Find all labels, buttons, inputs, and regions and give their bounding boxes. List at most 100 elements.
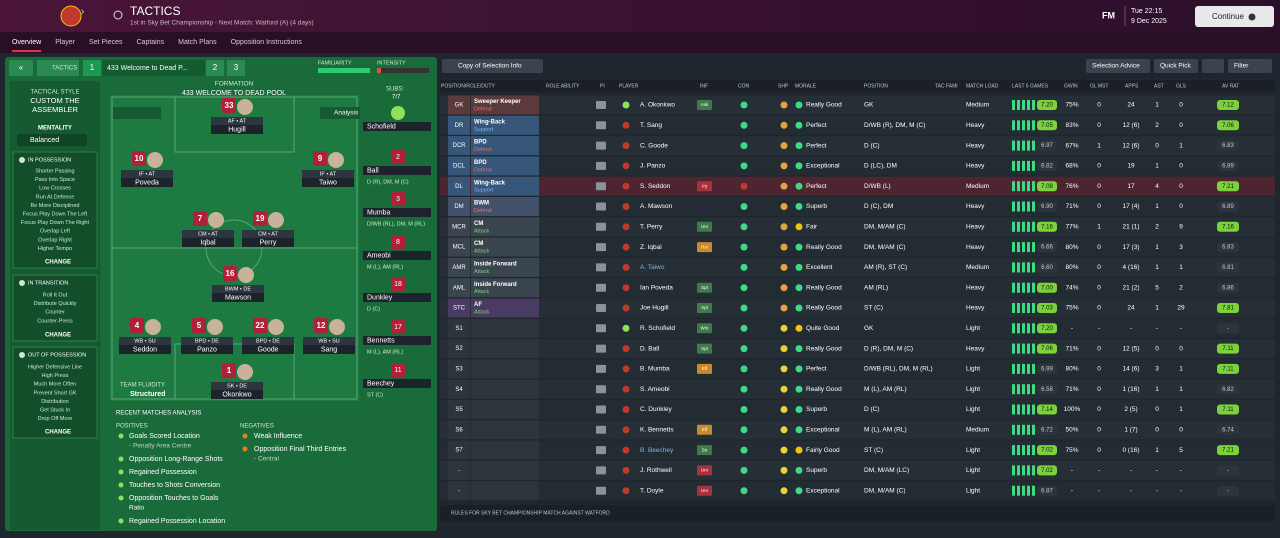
tactic-slot[interactable] — [227, 60, 245, 76]
row-role[interactable]: Wing-Back — [474, 119, 506, 125]
row-player[interactable]: A. Okonkwo — [640, 102, 675, 109]
column-header[interactable]: AST — [1154, 83, 1164, 89]
row-player[interactable]: A. Mawson — [640, 203, 673, 210]
role-pill[interactable] — [211, 117, 263, 125]
column-header[interactable]: INF — [700, 83, 708, 89]
tactic-slot[interactable] — [83, 60, 101, 76]
table-row[interactable] — [440, 176, 1275, 196]
row-player[interactable]: A. Taiwo — [640, 264, 665, 271]
role-pill[interactable] — [211, 382, 263, 390]
player-name[interactable]: Poveda — [135, 179, 159, 186]
analysis-title[interactable]: RECENT MATCHES ANALYSIS — [116, 411, 201, 417]
sub-name-pill[interactable] — [363, 336, 431, 345]
table-row[interactable] — [440, 359, 1275, 379]
column-header[interactable]: POSITION/ROLE/DUTY — [441, 83, 496, 89]
name-pill[interactable] — [242, 345, 294, 354]
tactic-name[interactable]: 433 Welcome to Dead P... — [107, 65, 188, 72]
table-row[interactable] — [440, 217, 1275, 237]
column-header[interactable]: SHP — [778, 83, 789, 89]
change-button[interactable]: CHANGE — [45, 430, 71, 436]
table-row[interactable] — [440, 136, 1275, 156]
role-pill[interactable] — [212, 285, 264, 293]
player-role[interactable]: CM • AT — [198, 231, 218, 237]
change-button[interactable]: CHANGE — [45, 260, 71, 266]
column-header[interactable]: LAST 5 GAMES — [1012, 83, 1049, 89]
sub-name[interactable]: Ball — [367, 167, 379, 174]
table-row[interactable] — [440, 115, 1275, 135]
row-player[interactable]: J. Panzo — [640, 163, 666, 170]
tab[interactable]: Overview — [12, 39, 42, 46]
sub-name[interactable]: Dunkley — [367, 294, 393, 301]
name-pill[interactable] — [212, 293, 264, 302]
toolbar-button-label[interactable]: Filter — [1234, 63, 1249, 70]
column-header[interactable]: GWIN — [1064, 83, 1078, 89]
row-role[interactable]: AF — [474, 302, 482, 308]
table-row[interactable] — [440, 95, 1275, 115]
tab[interactable]: Set Pieces — [89, 39, 123, 46]
tab[interactable]: Captains — [137, 39, 165, 46]
sub-name-pill[interactable] — [363, 251, 431, 260]
tactic-slot-label[interactable]: 1 — [90, 63, 95, 72]
row-role[interactable]: CM — [474, 241, 483, 247]
tactic-slot-label[interactable]: 3 — [234, 63, 239, 72]
name-pill[interactable] — [211, 390, 263, 399]
player-role[interactable]: BPD • DE — [195, 338, 219, 344]
collapse-button[interactable] — [9, 60, 33, 76]
column-header[interactable]: ROLE ABILITY — [546, 83, 580, 89]
view-toggle[interactable] — [113, 107, 161, 119]
role-pill[interactable] — [302, 170, 354, 178]
player-name[interactable]: Hugill — [228, 126, 246, 133]
player-role[interactable]: AF • AT — [228, 118, 247, 124]
row-player[interactable]: S. Seddon — [640, 183, 671, 190]
quick-pick-menu[interactable] — [1202, 59, 1224, 73]
column-header[interactable]: TAC FAMI — [935, 83, 958, 89]
player-name[interactable]: Taiwo — [319, 179, 337, 186]
row-player[interactable]: K. Bennetts — [640, 427, 674, 434]
player-name[interactable]: Seddon — [133, 346, 157, 353]
toolbar-button[interactable] — [1228, 59, 1272, 73]
sub-name-pill[interactable] — [363, 379, 431, 388]
row-player[interactable]: T. Sang — [640, 122, 662, 129]
role-pill[interactable] — [181, 337, 233, 345]
name-pill[interactable] — [119, 345, 171, 354]
row-player[interactable]: S. Ameobi — [640, 386, 670, 393]
table-row[interactable] — [440, 460, 1275, 480]
sub-name-pill[interactable] — [363, 122, 431, 131]
row-player[interactable]: Z. Iqbal — [640, 244, 662, 251]
column-header[interactable]: GLS — [1176, 83, 1187, 89]
toolbar-button-label[interactable]: Copy of Selection Info — [458, 63, 522, 70]
table-row[interactable] — [440, 197, 1275, 216]
row-player[interactable]: Ian Poveda — [640, 284, 673, 291]
name-pill[interactable] — [211, 125, 263, 134]
continue-button[interactable] — [1195, 6, 1274, 27]
table-row[interactable] — [440, 318, 1275, 338]
role-pill[interactable] — [182, 230, 234, 238]
row-player[interactable]: Joe Hugill — [640, 305, 669, 312]
column-header[interactable]: GL MST — [1090, 83, 1108, 89]
tactic-slot[interactable] — [206, 60, 224, 76]
change-button[interactable]: CHANGE — [45, 333, 71, 339]
sub-name-pill[interactable] — [363, 208, 431, 217]
column-header[interactable]: AV RAT — [1222, 83, 1239, 89]
sub-name[interactable]: Bennetts — [367, 337, 395, 344]
row-player[interactable]: C. Dunkley — [640, 406, 673, 413]
row-role[interactable]: BPD — [474, 160, 487, 166]
toolbar-button[interactable] — [1154, 59, 1198, 73]
column-header[interactable]: MATCH LOAD — [966, 83, 999, 89]
column-header[interactable]: MORALE — [795, 83, 817, 89]
row-player[interactable]: D. Ball — [640, 345, 660, 352]
role-pill[interactable] — [121, 170, 173, 178]
toolbar-button-label[interactable]: Selection Advice — [1092, 63, 1140, 70]
column-header[interactable]: PI — [600, 83, 605, 89]
table-row[interactable] — [440, 339, 1275, 359]
player-role[interactable]: WB • SU — [134, 338, 156, 344]
fm-logo[interactable]: FM — [1102, 10, 1115, 20]
player-name[interactable]: Panzo — [197, 346, 217, 353]
mentality-value[interactable]: Balanced — [30, 137, 59, 144]
toolbar-button[interactable] — [442, 59, 543, 73]
search-icon[interactable] — [113, 10, 123, 20]
continue-label[interactable]: Continue — [1212, 12, 1245, 21]
column-header[interactable]: PLAYER — [619, 83, 639, 89]
row-player[interactable]: B. Beechey — [640, 447, 674, 454]
player-name[interactable]: Mawson — [225, 294, 251, 301]
